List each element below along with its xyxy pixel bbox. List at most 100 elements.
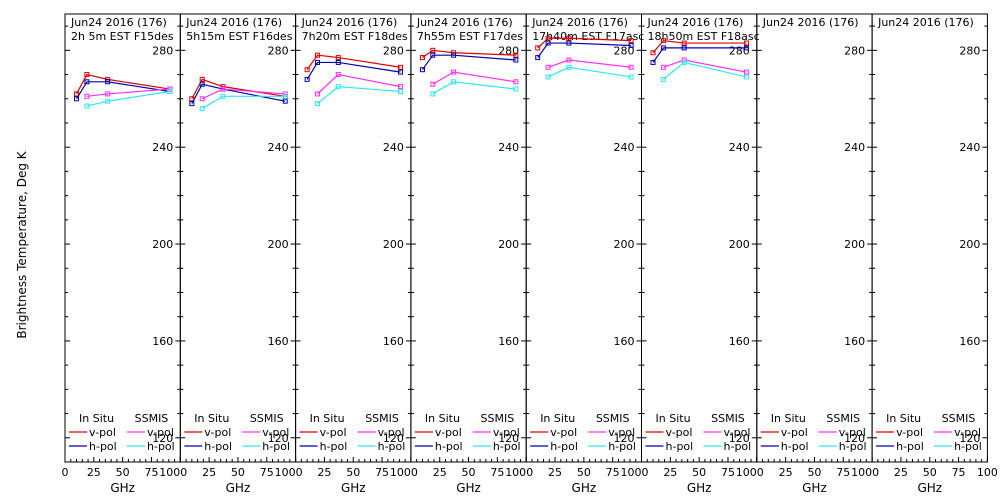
data-point [743, 69, 749, 75]
data-point [545, 40, 551, 46]
data-point [535, 45, 541, 51]
legend-ssmis-vpol: v-pol [147, 426, 174, 439]
legend-ssmis-hpol: h-pol [608, 440, 636, 453]
data-point [315, 52, 321, 58]
panel-subtitle: 7h55m EST F17des [417, 30, 523, 43]
series-line [663, 59, 747, 73]
series-line [432, 81, 516, 95]
panel-5: Jun24 2016 (176)17h40m EST F17asc1201602… [525, 13, 644, 495]
x-tick-label: 0 [872, 466, 879, 479]
x-axis-label: GHz [110, 481, 135, 495]
series-line [191, 83, 286, 104]
data-point [743, 45, 749, 51]
legend-ssmis-vpol: v-pol [954, 426, 981, 439]
data-point [84, 103, 90, 109]
x-tick-label: 50 [577, 466, 591, 479]
data-point [451, 69, 457, 75]
legend-in-situ-hpol: h-pol [89, 440, 117, 453]
data-point [650, 50, 656, 56]
data-point [430, 81, 436, 87]
x-tick-label: 25 [202, 466, 216, 479]
x-tick-label: 0 [411, 466, 418, 479]
x-tick-label: 0 [180, 466, 187, 479]
y-tick-label: 160 [383, 335, 404, 348]
series-line [76, 81, 171, 100]
data-point [105, 79, 111, 85]
data-point [681, 45, 687, 51]
y-tick-label: 120 [152, 432, 173, 445]
data-point [660, 76, 666, 82]
data-point [335, 84, 341, 90]
series-line [422, 49, 516, 59]
legend-in-situ-heading: In Situ [310, 412, 345, 425]
panel-title: Jun24 2016 (176) [70, 16, 167, 29]
data-point [335, 72, 341, 78]
legend-ssmis-hpol: h-pol [262, 440, 290, 453]
x-tick-label: 0 [757, 466, 764, 479]
data-point [628, 42, 634, 48]
x-tick-label: 50 [807, 466, 821, 479]
y-tick-label: 200 [614, 238, 635, 251]
y-tick-label: 240 [498, 141, 519, 154]
x-tick-label: 75 [836, 466, 850, 479]
legend-ssmis-heading: SSMIS [596, 412, 630, 425]
y-tick-label: 120 [614, 432, 635, 445]
panel-title: Jun24 2016 (176) [416, 16, 513, 29]
legend-ssmis-heading: SSMIS [135, 412, 169, 425]
y-tick-label: 240 [844, 141, 865, 154]
x-tick-label: 100 [159, 466, 180, 479]
legend-in-situ-heading: In Situ [540, 412, 575, 425]
x-axis-label: GHz [802, 481, 827, 495]
legend-in-situ-vpol: v-pol [204, 426, 231, 439]
data-point [199, 96, 205, 102]
legend-in-situ-vpol: v-pol [781, 426, 808, 439]
legend-ssmis-hpol: h-pol [839, 440, 867, 453]
x-tick-label: 0 [296, 466, 303, 479]
y-tick-label: 240 [152, 141, 173, 154]
x-tick-label: 100 [736, 466, 757, 479]
series-line [201, 95, 286, 109]
data-point [628, 38, 634, 44]
x-tick-label: 25 [548, 466, 562, 479]
data-point [199, 76, 205, 82]
panel-title: Jun24 2016 (176) [647, 16, 744, 29]
y-tick-label: 120 [383, 432, 404, 445]
panel-subtitle: 7h20m EST F18des [302, 30, 408, 43]
y-tick-label: 200 [152, 238, 173, 251]
data-point [628, 64, 634, 70]
series-line [201, 88, 286, 100]
data-point [628, 74, 634, 80]
data-point [398, 84, 404, 90]
panel-4: Jun24 2016 (176)7h55m EST F17des 120 160 20… [410, 13, 527, 495]
data-point [335, 59, 341, 65]
x-tick-label: 100 [505, 466, 526, 479]
y-tick-label: 240 [268, 141, 289, 154]
x-tick-label: 75 [260, 466, 274, 479]
data-point [315, 91, 321, 97]
x-tick-label: 0 [62, 466, 69, 479]
data-point [398, 64, 404, 70]
data-point [419, 55, 425, 61]
x-tick-label: 75 [952, 466, 966, 479]
data-point [84, 79, 90, 85]
data-point [566, 57, 572, 63]
data-point [545, 74, 551, 80]
data-point [282, 98, 288, 104]
data-point [199, 105, 205, 111]
x-tick-label: 75 [721, 466, 735, 479]
legend-ssmis-vpol: v-pol [493, 426, 520, 439]
legend-in-situ-hpol: h-pol [666, 440, 694, 453]
y-tick-label: 160 [152, 335, 173, 348]
x-axis-label: GHz [572, 481, 597, 495]
x-axis-label: GHz [687, 481, 712, 495]
panel-title: Jun24 2016 (176) [877, 16, 974, 29]
x-tick-label: 100 [851, 466, 872, 479]
data-point [743, 40, 749, 46]
y-tick-label: 200 [383, 238, 404, 251]
y-tick-label: 280 [614, 44, 635, 57]
y-axis-label: Brightness Temperature, Deg K [15, 150, 29, 338]
y-tick-label: 120 [268, 432, 289, 445]
legend-ssmis-hpol: h-pol [493, 440, 521, 453]
y-tick-label: 280 [959, 44, 980, 57]
